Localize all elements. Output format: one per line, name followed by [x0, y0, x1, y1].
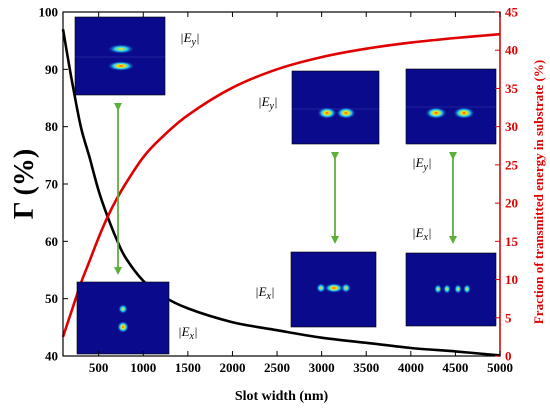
inset-label: |Ex|	[412, 225, 432, 243]
field-hotspot	[434, 284, 442, 294]
right-tick-label: 35	[505, 81, 519, 96]
left-tick-label: 50	[45, 291, 58, 306]
left-tick-label: 40	[45, 349, 58, 364]
inset-field-ex-3150: |Ex|	[255, 251, 377, 328]
left-tick-label: 60	[45, 234, 58, 249]
inset-field-ex-720: |Ex|	[76, 281, 198, 355]
insets-layer: |Ey| |Ex| |Ey| |Ex| |Ey| |Ex|	[74, 16, 497, 355]
field-hotspot	[453, 107, 475, 119]
right-tick-label: 0	[505, 349, 512, 364]
series-line-substrate-energy	[61, 32, 501, 338]
right-tick-label: 10	[505, 272, 518, 287]
field-hotspot	[425, 107, 447, 119]
field-hotspot	[454, 284, 462, 294]
x-tick-label: 1500	[175, 360, 201, 375]
right-tick-label: 30	[505, 119, 518, 134]
field-hotspot	[316, 283, 326, 293]
inset-label: |Ey|	[258, 94, 278, 112]
left-tick-label: 90	[45, 62, 58, 77]
field-hotspot	[107, 61, 135, 71]
y-axis-label-left: Γ (%)	[9, 149, 40, 219]
x-tick-label: 5000	[487, 360, 513, 375]
y-axis-label-right: Fraction of transmitted energy in substr…	[531, 60, 546, 324]
inset-field-ex-4500: |Ex|	[405, 225, 497, 327]
field-hotspot	[117, 321, 129, 333]
field-hotspot	[107, 44, 135, 54]
x-tick-label: 500	[89, 360, 109, 375]
field-hotspot	[341, 283, 351, 293]
inset-frame	[74, 16, 166, 96]
left-tick-label: 80	[45, 119, 58, 134]
left-tick-label: 70	[45, 177, 58, 192]
right-tick-label: 25	[505, 157, 519, 172]
inset-frame	[405, 252, 497, 327]
x-tick-label: 1000	[130, 360, 156, 375]
inset-frame	[76, 281, 170, 355]
field-hotspot	[317, 107, 337, 119]
x-tick-label: 2000	[219, 360, 245, 375]
field-hotspot	[118, 304, 128, 314]
x-tick-label: 4500	[442, 360, 468, 375]
right-tick-label: 15	[505, 234, 519, 249]
right-tick-label: 20	[505, 196, 518, 211]
inset-field-ey-720: |Ey|	[74, 16, 200, 96]
inset-field-ey-4500: |Ey|	[405, 68, 497, 173]
right-tick-label: 40	[505, 43, 518, 58]
left-tick-label: 100	[39, 5, 59, 20]
inset-field-ey-3150: |Ey|	[258, 70, 380, 145]
x-tick-label: 4000	[398, 360, 424, 375]
inset-label: |Ex|	[255, 284, 275, 302]
inset-label: |Ex|	[178, 324, 198, 342]
right-tick-label: 45	[505, 5, 519, 20]
inset-label: |Ey|	[412, 155, 432, 173]
inset-frame	[291, 70, 380, 145]
inset-label: |Ey|	[180, 30, 200, 48]
x-axis-label: Slot width (nm)	[235, 389, 329, 404]
inset-frame	[405, 68, 497, 145]
field-hotspot	[336, 107, 356, 119]
field-hotspot	[324, 283, 344, 293]
x-tick-label: 3500	[353, 360, 379, 375]
field-hotspot	[463, 284, 471, 294]
right-tick-label: 5	[505, 310, 512, 325]
x-tick-label: 3000	[309, 360, 335, 375]
x-tick-label: 2500	[264, 360, 290, 375]
field-hotspot	[443, 284, 451, 294]
